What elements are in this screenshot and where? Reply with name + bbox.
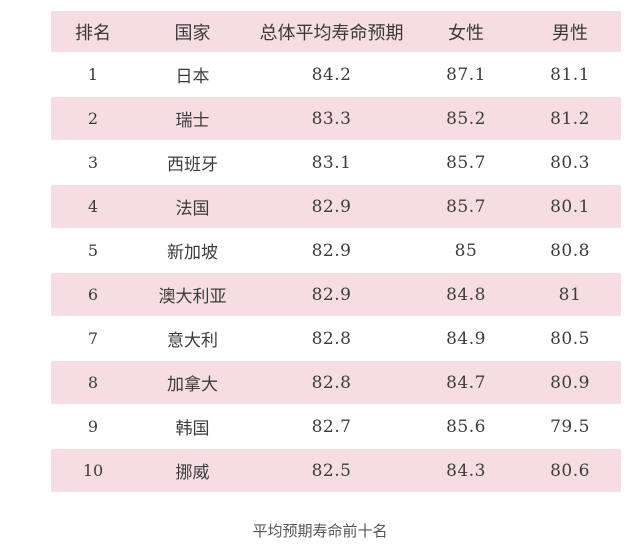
cell-total: 82.9 xyxy=(250,184,413,229)
cell-country: 意大利 xyxy=(135,316,250,361)
table-row: 6 澳大利亚 82.9 84.8 81 xyxy=(51,272,621,317)
cell-female: 85 xyxy=(413,228,519,273)
cell-total: 82.9 xyxy=(250,272,413,317)
cell-male: 80.1 xyxy=(519,184,621,229)
table-row: 2 瑞士 83.3 85.2 81.2 xyxy=(51,96,621,141)
cell-female: 84.3 xyxy=(413,448,519,493)
cell-total: 83.3 xyxy=(250,96,413,141)
table-row: 5 新加坡 82.9 85 80.8 xyxy=(51,228,621,273)
cell-country: 日本 xyxy=(135,52,250,97)
cell-total: 83.1 xyxy=(250,140,413,185)
cell-country: 挪威 xyxy=(135,448,250,493)
cell-female: 85.7 xyxy=(413,140,519,185)
cell-male: 81.2 xyxy=(519,96,621,141)
header-male: 男性 xyxy=(519,11,621,53)
cell-country: 西班牙 xyxy=(135,140,250,185)
table-row: 8 加拿大 82.8 84.7 80.9 xyxy=(51,360,621,405)
cell-rank: 1 xyxy=(51,52,135,97)
cell-male: 80.6 xyxy=(519,448,621,493)
cell-rank: 10 xyxy=(51,448,135,493)
cell-rank: 3 xyxy=(51,140,135,185)
cell-country: 新加坡 xyxy=(135,228,250,273)
cell-rank: 2 xyxy=(51,96,135,141)
cell-female: 85.2 xyxy=(413,96,519,141)
cell-country: 加拿大 xyxy=(135,360,250,405)
cell-total: 82.9 xyxy=(250,228,413,273)
header-country: 国家 xyxy=(135,11,250,53)
table-row: 3 西班牙 83.1 85.7 80.3 xyxy=(51,140,621,185)
cell-rank: 5 xyxy=(51,228,135,273)
cell-rank: 8 xyxy=(51,360,135,405)
cell-total: 82.7 xyxy=(250,404,413,449)
cell-total: 82.8 xyxy=(250,360,413,405)
cell-country: 瑞士 xyxy=(135,96,250,141)
table-row: 7 意大利 82.8 84.9 80.5 xyxy=(51,316,621,361)
cell-female: 85.7 xyxy=(413,184,519,229)
cell-rank: 4 xyxy=(51,184,135,229)
life-expectancy-table-container: 排名 国家 总体平均寿命预期 女性 男性 1 日本 84.2 87.1 81.1… xyxy=(51,11,621,493)
cell-male: 80.3 xyxy=(519,140,621,185)
cell-male: 80.8 xyxy=(519,228,621,273)
table-row: 10 挪威 82.5 84.3 80.6 xyxy=(51,448,621,493)
cell-female: 84.7 xyxy=(413,360,519,405)
table-caption: 平均预期寿命前十名 xyxy=(252,522,388,540)
header-total: 总体平均寿命预期 xyxy=(250,11,413,53)
table-header-row: 排名 国家 总体平均寿命预期 女性 男性 xyxy=(51,11,621,53)
header-rank: 排名 xyxy=(51,11,135,53)
cell-female: 84.9 xyxy=(413,316,519,361)
cell-total: 84.2 xyxy=(250,52,413,97)
header-female: 女性 xyxy=(413,11,519,53)
cell-rank: 6 xyxy=(51,272,135,317)
cell-country: 澳大利亚 xyxy=(135,272,250,317)
life-expectancy-table: 排名 国家 总体平均寿命预期 女性 男性 1 日本 84.2 87.1 81.1… xyxy=(51,11,621,493)
cell-female: 85.6 xyxy=(413,404,519,449)
cell-male: 79.5 xyxy=(519,404,621,449)
table-row: 4 法国 82.9 85.7 80.1 xyxy=(51,184,621,229)
cell-rank: 9 xyxy=(51,404,135,449)
cell-country: 法国 xyxy=(135,184,250,229)
cell-male: 80.9 xyxy=(519,360,621,405)
cell-female: 87.1 xyxy=(413,52,519,97)
cell-male: 81 xyxy=(519,272,621,317)
table-row: 1 日本 84.2 87.1 81.1 xyxy=(51,52,621,97)
cell-total: 82.8 xyxy=(250,316,413,361)
cell-female: 84.8 xyxy=(413,272,519,317)
cell-total: 82.5 xyxy=(250,448,413,493)
cell-rank: 7 xyxy=(51,316,135,361)
cell-male: 80.5 xyxy=(519,316,621,361)
cell-country: 韩国 xyxy=(135,404,250,449)
table-row: 9 韩国 82.7 85.6 79.5 xyxy=(51,404,621,449)
cell-male: 81.1 xyxy=(519,52,621,97)
